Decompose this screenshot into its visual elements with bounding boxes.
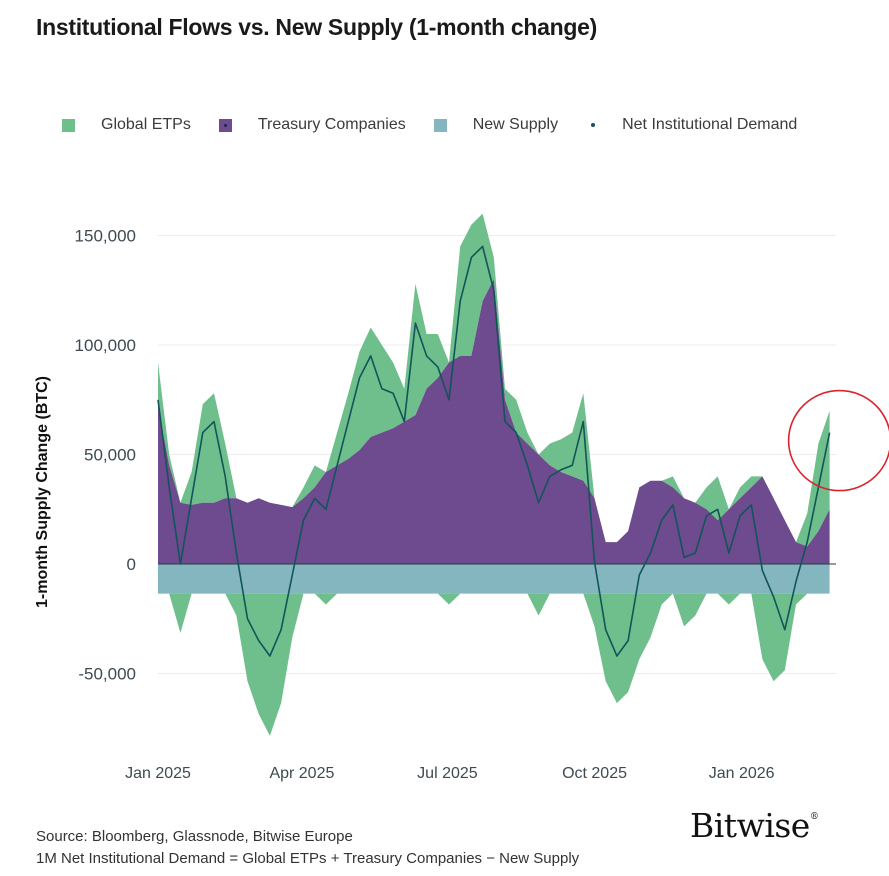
- legend-swatch-treasury-icon: [218, 118, 232, 132]
- annotation-circle: [787, 389, 889, 492]
- y-tick-label: -50,000: [78, 665, 136, 684]
- x-tick-label: Jan 2026: [709, 765, 775, 782]
- legend-item-global-etps: Global ETPs: [62, 116, 191, 134]
- source-note: Source: Bloomberg, Glassnode, Bitwise Eu…: [36, 828, 353, 845]
- x-tick-label: Jul 2025: [417, 765, 478, 782]
- global-etps-negative-area: [158, 593, 830, 736]
- legend-label: Treasury Companies: [257, 116, 406, 133]
- new-supply-area: [158, 564, 830, 594]
- legend-item-treasury-companies: Treasury Companies: [218, 116, 406, 134]
- treasury-companies-area: [158, 279, 830, 564]
- legend-dot-net-icon: [591, 123, 596, 127]
- x-tick-label: Apr 2025: [269, 765, 334, 782]
- chart-title: Institutional Flows vs. New Supply (1-mo…: [36, 14, 598, 40]
- legend: Global ETPs Treasury Companies New Suppl…: [62, 116, 825, 134]
- y-tick-label: 0: [127, 555, 136, 574]
- x-tick-label: Jan 2025: [125, 765, 191, 782]
- formula-note: 1M Net Institutional Demand = Global ETP…: [36, 850, 580, 867]
- y-tick-label: 150,000: [75, 227, 136, 246]
- y-tick-label: 50,000: [84, 446, 136, 465]
- bitwise-logo: Bitwise®: [690, 806, 819, 845]
- net-institutional-demand-line: [157, 245, 831, 657]
- legend-swatch-etps-icon: [62, 118, 75, 132]
- x-tick-label: Oct 2025: [562, 765, 627, 782]
- legend-label: Global ETPs: [101, 116, 191, 133]
- legend-label: New Supply: [472, 116, 559, 133]
- y-tick-label: 100,000: [75, 336, 136, 355]
- legend-item-new-supply: New Supply: [433, 116, 559, 134]
- legend-label: Net Institutional Demand: [622, 116, 798, 133]
- legend-item-net-demand: Net Institutional Demand: [586, 116, 797, 134]
- legend-swatch-supply-icon: [433, 118, 447, 132]
